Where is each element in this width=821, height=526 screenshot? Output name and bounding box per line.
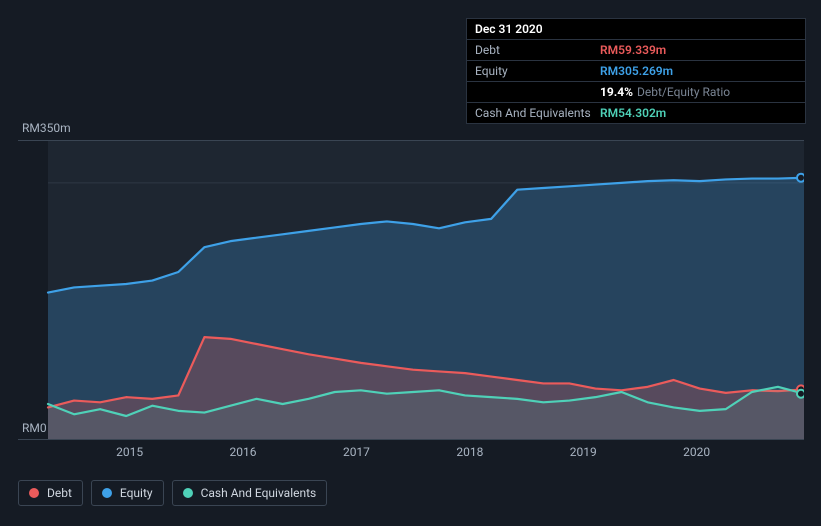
tooltip-label: Cash And Equivalents (475, 106, 600, 120)
x-axis-label: 2020 (683, 445, 710, 459)
legend-item-equity[interactable]: Equity (91, 480, 164, 506)
ratio-value: 19.4% (600, 85, 633, 99)
legend-label: Debt (47, 486, 72, 500)
tooltip-value: RM54.302m (600, 106, 797, 120)
legend-swatch (102, 488, 112, 498)
x-axis-label: 2018 (456, 445, 483, 459)
tooltip-row-ratio: 19.4% Debt/Equity Ratio (467, 82, 805, 103)
area-chart-svg (18, 140, 804, 440)
x-axis-labels: 2015 2016 2017 2018 2019 2020 (18, 445, 804, 465)
legend-item-cash-and-equivalents[interactable]: Cash And Equivalents (172, 480, 328, 506)
x-axis-label: 2019 (570, 445, 597, 459)
tooltip-value: RM59.339m (600, 43, 797, 57)
chart-area[interactable] (18, 140, 804, 440)
legend-swatch (29, 488, 39, 498)
tooltip-value: RM305.269m (600, 64, 797, 78)
tooltip-value: 19.4% Debt/Equity Ratio (600, 85, 797, 99)
ratio-note: Debt/Equity Ratio (637, 85, 730, 99)
x-axis-label: 2016 (230, 445, 257, 459)
tooltip-label: Debt (475, 43, 600, 57)
tooltip-label: Equity (475, 64, 600, 78)
y-axis-max-label: RM350m (22, 121, 71, 135)
legend-swatch (183, 488, 193, 498)
tooltip-row-equity: Equity RM305.269m (467, 61, 805, 82)
tooltip-row-cash: Cash And Equivalents RM54.302m (467, 103, 805, 123)
chart-legend: Debt Equity Cash And Equivalents (18, 480, 327, 506)
tooltip-label (475, 85, 600, 99)
legend-label: Cash And Equivalents (201, 486, 317, 500)
tooltip-row-debt: Debt RM59.339m (467, 40, 805, 61)
legend-label: Equity (120, 486, 153, 500)
x-axis-label: 2017 (343, 445, 370, 459)
x-axis-label: 2015 (116, 445, 143, 459)
tooltip-date: Dec 31 2020 (467, 19, 805, 40)
legend-item-debt[interactable]: Debt (18, 480, 83, 506)
chart-tooltip: Dec 31 2020 Debt RM59.339m Equity RM305.… (466, 18, 806, 124)
